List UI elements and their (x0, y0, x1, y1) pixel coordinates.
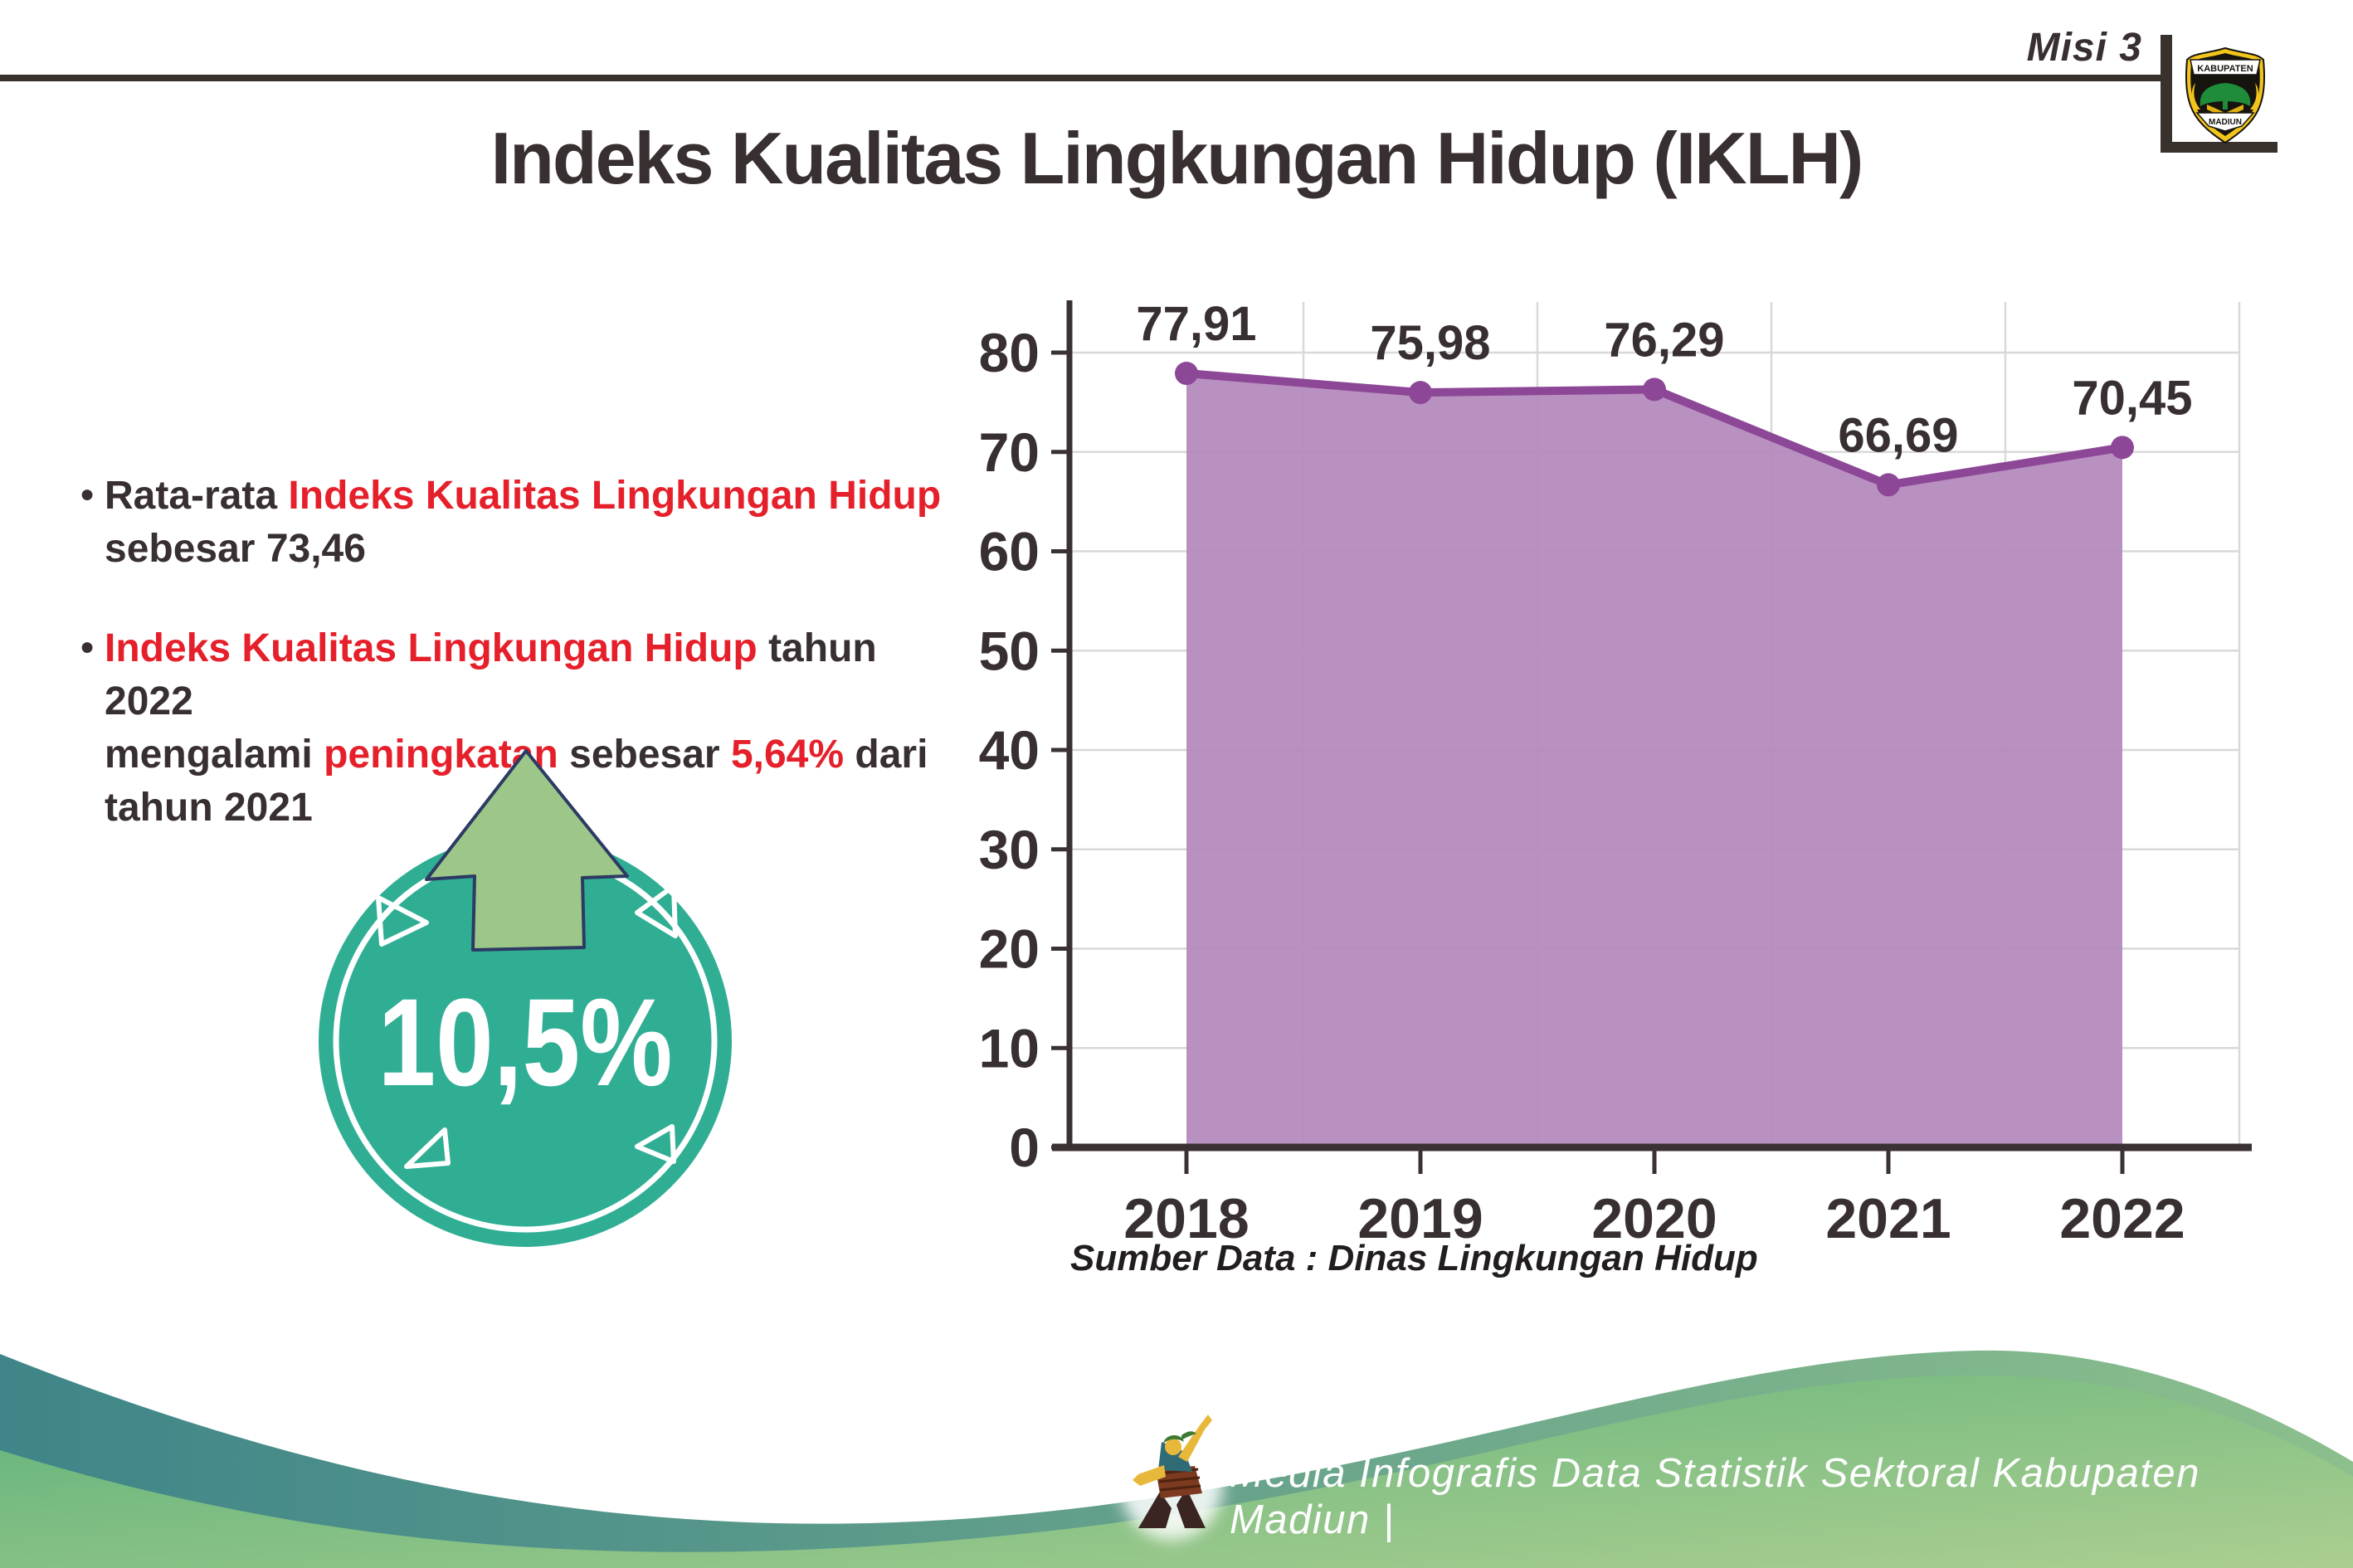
summary-bullets: ● Rata-rata Indeks Kualitas Lingkungan Hi… (80, 470, 976, 881)
dancer-mascot-icon (1120, 1415, 1223, 1540)
svg-text:2021: 2021 (1825, 1187, 1951, 1250)
page-title: Indeks Kualitas Lingkungan Hidup (IKLH) (490, 117, 1864, 199)
svg-text:10: 10 (979, 1017, 1040, 1079)
svg-text:20: 20 (979, 918, 1040, 980)
footer-caption: Media Infografis Data Statistik Sektoral… (1230, 1451, 2200, 1542)
svg-text:70: 70 (979, 421, 1040, 483)
svg-text:2022: 2022 (2059, 1187, 2185, 1250)
top-divider-line (0, 75, 2161, 81)
svg-text:40: 40 (979, 719, 1040, 781)
svg-text:77,91: 77,91 (1136, 297, 1256, 351)
svg-text:30: 30 (979, 819, 1040, 880)
bullet-item: ● Rata-rata Indeks Kualitas Lingkungan Hi… (80, 470, 976, 576)
svg-text:75,98: 75,98 (1370, 316, 1490, 370)
logo-top-text: KABUPATEN (2197, 64, 2253, 74)
svg-text:★: ★ (2220, 75, 2231, 88)
svg-text:60: 60 (979, 521, 1040, 582)
svg-text:70,45: 70,45 (2072, 371, 2192, 425)
svg-text:80: 80 (979, 322, 1040, 383)
logo-frame-foot (2161, 142, 2277, 153)
svg-text:66,69: 66,69 (1838, 408, 1958, 462)
svg-text:76,29: 76,29 (1604, 313, 1724, 367)
mission-label: Misi 3 (2026, 26, 2142, 70)
logo-frame-vertical (2161, 35, 2172, 152)
bullet-item: ● Indeks Kualitas Lingkungan Hidup tahun … (80, 622, 976, 835)
badge-value: 10,5% (378, 972, 673, 1112)
svg-text:50: 50 (979, 620, 1040, 681)
data-source-note: Sumber Data : Dinas Lingkungan Hidup (1070, 1238, 1758, 1278)
bullet-dot: ● (80, 633, 95, 660)
bullet-dot: ● (80, 480, 95, 508)
svg-text:0: 0 (1009, 1117, 1040, 1178)
